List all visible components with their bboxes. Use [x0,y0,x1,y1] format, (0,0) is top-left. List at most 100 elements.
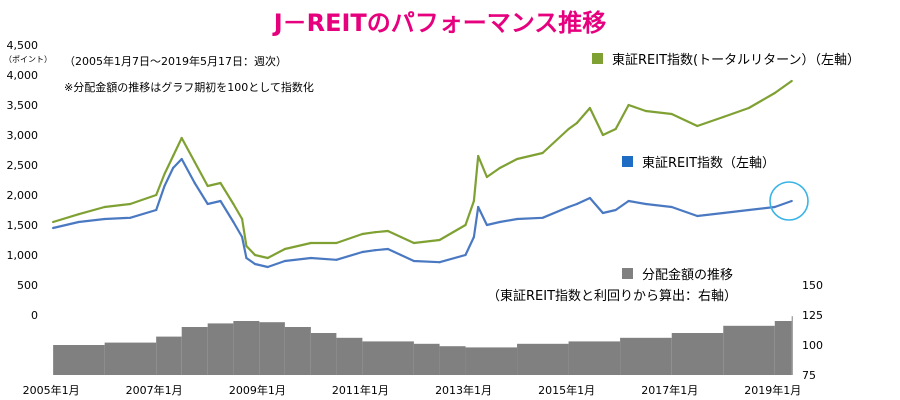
total-return-point [696,124,699,128]
dividend-bar [181,327,208,375]
total-return-point [172,154,175,158]
reit-index-point [386,247,389,251]
reit-index-point [103,217,106,221]
total-return-point [374,231,377,234]
dividend-bar [284,327,311,375]
left-tick-label: 3,000 [7,129,39,142]
reit-index-point [464,253,467,257]
reit-index-point [232,220,235,224]
total-return-point [644,109,647,113]
reit-index-point [245,256,248,260]
reit-index-point [219,199,222,203]
total-return-point [193,160,196,164]
left-tick-label: 2,000 [7,189,39,202]
reit-index-point [567,205,570,209]
total-return-point [601,133,605,137]
total-return-point [498,166,501,170]
right-tick-label: 125 [802,309,823,322]
dividend-bar [620,337,672,375]
reit-index-point [588,196,592,200]
x-tick-label: 2017年1月 [641,383,698,397]
reit-index-point [477,205,480,209]
legend-swatch-dividend [622,268,633,279]
reit-index-point [206,202,209,206]
dividend-bar [791,316,793,375]
latest-point-highlight [769,181,809,221]
dividend-bar [517,343,569,375]
reit-index-point [516,217,519,221]
dividend-bar [53,345,105,375]
left-tick-label: 0 [31,309,38,322]
left-axis-unit: （ポイント） [4,55,52,64]
total-return-point [129,202,132,206]
total-return-point [77,213,80,216]
dividend-bar [439,346,466,375]
legend-label-total-return: 東証REIT指数(トータルリターン）（左軸） [612,52,860,68]
x-tick-label: 2007年1月 [126,383,183,397]
dividend-bar [723,325,775,375]
reit-index-point [399,253,402,257]
dividend-bar [259,322,285,375]
total-return-point [241,217,244,221]
total-return-point [335,241,338,245]
total-return-point [266,256,269,260]
reit-index-point [790,199,793,203]
dividend-bar [156,336,182,375]
total-return-point [464,223,467,227]
dividend-bar [207,323,234,375]
left-axis-ticks: 4,500 4,000 3,500 3,000 2,500 2,000 1,500 1,000… [7,39,39,322]
x-tick-label: 2011年1月 [332,383,389,397]
total-return-point [575,121,579,125]
total-return-point [477,154,480,158]
total-return-point [163,172,166,176]
total-return-point [361,232,364,236]
total-return-point [206,184,209,188]
reit-index-point [498,220,501,224]
left-tick-label: 3,500 [7,99,39,112]
total-return-point [670,112,673,116]
total-return-point [472,199,475,203]
total-return-point [438,238,441,242]
dividend-bar [774,321,792,375]
x-tick-label: 2013年1月 [435,383,492,397]
reit-index-point [644,202,647,206]
legend-swatch-total-return [592,53,603,64]
reit-index-point [575,202,579,206]
total-return-point [245,244,248,248]
x-axis-ticks: 2005年1月 2007年1月 2009年1月 2011年1月 2013年1月 2015年… [23,383,802,397]
total-return-point [219,181,222,185]
total-return-point [790,79,793,83]
legend-label-dividend: 分配金額の推移 [642,267,733,283]
reit-index-point [601,211,605,215]
reit-index-point [283,259,286,263]
reit-index-point [52,226,55,230]
reit-index-point [627,199,630,203]
total-return-point [485,175,488,179]
legend-swatch-reit-index [622,156,633,167]
chart-title: J－REITのパフォーマンス推移 [272,9,607,37]
left-tick-label: 500 [17,279,38,292]
total-return-point [180,136,183,140]
right-tick-label: 150 [802,279,823,292]
x-tick-label: 2019年1月 [744,383,801,397]
reit-index-point [722,211,725,215]
right-axis-ticks: 150 125 100 75 [802,279,823,382]
total-return-point [722,115,725,119]
total-return-point [773,91,776,95]
dividend-bar [413,343,440,375]
reit-index-point [472,235,475,239]
reit-index-point [485,223,488,227]
total-return-point [399,235,402,239]
total-return-point [232,202,235,206]
legend: 東証REIT指数(トータルリターン）（左軸） 東証REIT指数（左軸） 分配金額… [487,52,860,304]
dividend-bar [362,341,414,375]
reit-index-point [696,214,699,218]
dividend-bar [233,321,260,375]
total-return-point [309,241,312,245]
reit-index-point [129,216,132,219]
right-tick-label: 75 [802,369,816,382]
right-tick-label: 100 [802,339,823,352]
reit-index-point [266,265,269,269]
reit-index-point [614,208,617,212]
